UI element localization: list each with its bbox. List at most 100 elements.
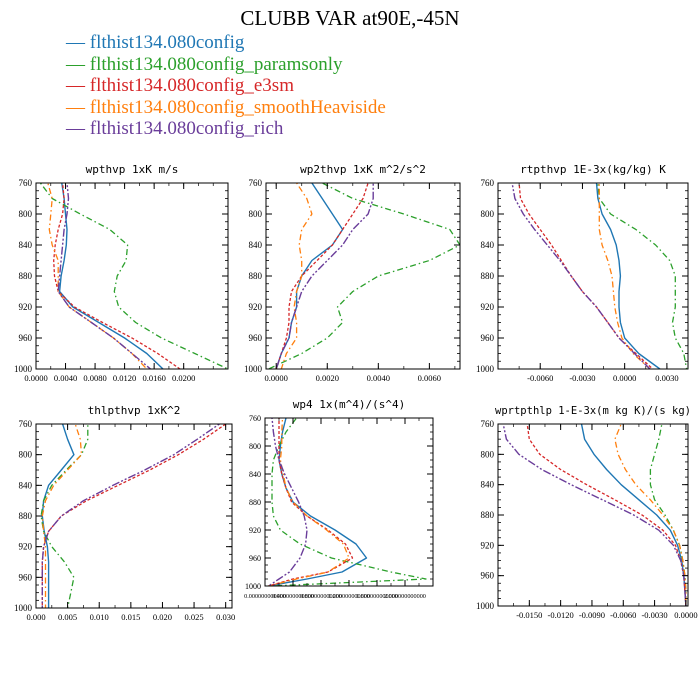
panel-title: wp4 1x(m^4)/(s^4)	[293, 398, 406, 411]
series-line	[595, 183, 661, 369]
x-tick-label: 0.0160	[142, 373, 165, 383]
y-tick-label: 880	[249, 498, 261, 507]
x-tick-label: 0.0000	[613, 373, 636, 383]
series-line	[280, 183, 313, 369]
y-tick-label: 920	[19, 542, 33, 552]
y-tick-label: 960	[481, 571, 495, 581]
x-tick-label: 0.0020	[316, 373, 339, 383]
y-tick-label: 960	[481, 333, 495, 343]
series-line	[47, 183, 148, 369]
series-group	[40, 424, 227, 608]
legend-label: flthist134.080config_paramsonly	[89, 53, 343, 75]
panel-title: wprtpthlp 1-E-3x(m kg K)/(s kg)	[495, 405, 691, 417]
y-tick-label: 760	[249, 178, 263, 188]
series-group	[39, 183, 228, 369]
y-tick-label: 760	[19, 178, 33, 188]
series-line	[268, 418, 308, 586]
series-line	[614, 424, 687, 606]
series-line	[597, 183, 688, 369]
x-tick-label: 2.000000000000	[384, 593, 426, 600]
series-group	[502, 424, 687, 606]
y-tick-label: 1000	[476, 601, 495, 611]
y-tick-label: 880	[19, 271, 33, 281]
x-tick-label: -0.0120	[548, 610, 574, 620]
y-tick-label: 760	[481, 419, 495, 429]
y-tick-label: 1000	[14, 603, 33, 613]
panel-title: wp2thvp 1xK m^2/s^2	[300, 163, 426, 176]
legend-label: flthist134.080config_smoothHeaviside	[89, 96, 386, 118]
figure-title: CLUBB VAR at90E,-45N	[240, 6, 460, 30]
series-line	[649, 424, 687, 606]
x-tick-label: -0.0150	[516, 610, 542, 620]
chart-panel: wpthvp 1xK m/s76080084088092096010000.00…	[14, 163, 229, 383]
y-tick-label: 960	[249, 333, 263, 343]
series-line	[275, 183, 369, 369]
chart-panel: wprtpthlp 1-E-3x(m kg K)/(s kg)760 800 840…	[476, 405, 698, 620]
x-tick-label: 0.0000	[24, 373, 47, 383]
y-tick-label: 840	[481, 240, 495, 250]
panel-title: wpthvp 1xK m/s	[86, 163, 179, 176]
y-tick-label: 760	[19, 419, 33, 429]
x-tick-label: 0.800000000000	[300, 593, 342, 600]
y-tick-label: 880	[19, 511, 33, 521]
legend-label: flthist134.080config_e3sm	[89, 75, 294, 96]
legend-entry: — flthist134.080config_smoothHeaviside	[66, 97, 386, 119]
plot-frame	[497, 182, 689, 370]
y-tick-label: 1000	[244, 364, 263, 374]
series-line	[268, 418, 350, 586]
y-tick-label: 920	[249, 302, 263, 312]
x-tick-label: 0.0040	[367, 373, 390, 383]
series-line	[271, 418, 427, 586]
plot-frame	[35, 423, 233, 609]
series-line	[39, 183, 228, 369]
y-tick-label: 960	[19, 572, 33, 582]
series-group	[511, 183, 688, 369]
y-tick-label: 920	[481, 302, 495, 312]
series-group	[268, 418, 427, 586]
series-line	[511, 183, 651, 369]
x-tick-label: 0.000	[26, 612, 45, 622]
y-tick-label: 840	[249, 470, 261, 479]
x-tick-label: 0.025	[185, 612, 204, 622]
x-tick-label: 1.200000000000	[328, 593, 370, 600]
y-tick-label: 960	[249, 554, 261, 563]
x-tick-label: 0.0030	[655, 373, 678, 383]
x-tick-label: 0.0120	[113, 373, 136, 383]
legend: — flthist134.080config — flthist134.080c…	[66, 32, 386, 140]
y-tick-label: 1000	[14, 364, 33, 374]
chart-panel: wp4 1x(m^4)/(s^4) 760 800 840 880 920 960 1000 0…	[244, 398, 434, 600]
y-tick-label: 800	[19, 209, 33, 219]
series-line	[518, 183, 654, 369]
y-tick-label: 760	[481, 178, 495, 188]
x-tick-label: 0.0040	[54, 373, 77, 383]
series-line	[58, 183, 164, 369]
x-tick-label: 0.020	[153, 612, 172, 622]
y-tick-label: 760	[249, 414, 261, 423]
y-tick-label: 800	[249, 209, 263, 219]
legend-marker: —	[66, 118, 90, 139]
y-tick-label: 840	[249, 240, 263, 250]
series-line	[275, 183, 374, 369]
legend-entry: — flthist134.080config_paramsonly	[66, 54, 386, 76]
series-line	[580, 424, 687, 606]
x-tick-label: 0.030	[216, 612, 235, 622]
legend-marker: —	[66, 32, 90, 53]
x-tick-label: 0.0200	[172, 373, 195, 383]
y-tick-label: 840	[481, 480, 495, 490]
legend-entry: — flthist134.080config_e3sm	[66, 75, 386, 97]
y-tick-label: 880	[249, 271, 263, 281]
legend-entry: — flthist134.080config	[66, 32, 386, 54]
y-tick-label: 800	[249, 442, 261, 451]
chart-panel: thlpthvp 1xK^276080084088092096010000.00…	[14, 404, 235, 622]
x-tick-label: 0.400000000000	[272, 593, 314, 600]
panel-title: thlpthvp 1xK^2	[88, 404, 181, 417]
legend-marker: —	[66, 96, 90, 118]
series-line	[502, 424, 687, 606]
series-line	[41, 424, 227, 608]
x-tick-label: 0.015	[121, 612, 140, 622]
series-line	[41, 424, 75, 608]
panel-title: rtpthvp 1E-3x(kg/kg) K	[520, 163, 666, 176]
y-tick-label: 800	[481, 449, 495, 459]
x-tick-label: 1.600000000000	[356, 593, 398, 600]
y-tick-label: 920	[19, 302, 33, 312]
